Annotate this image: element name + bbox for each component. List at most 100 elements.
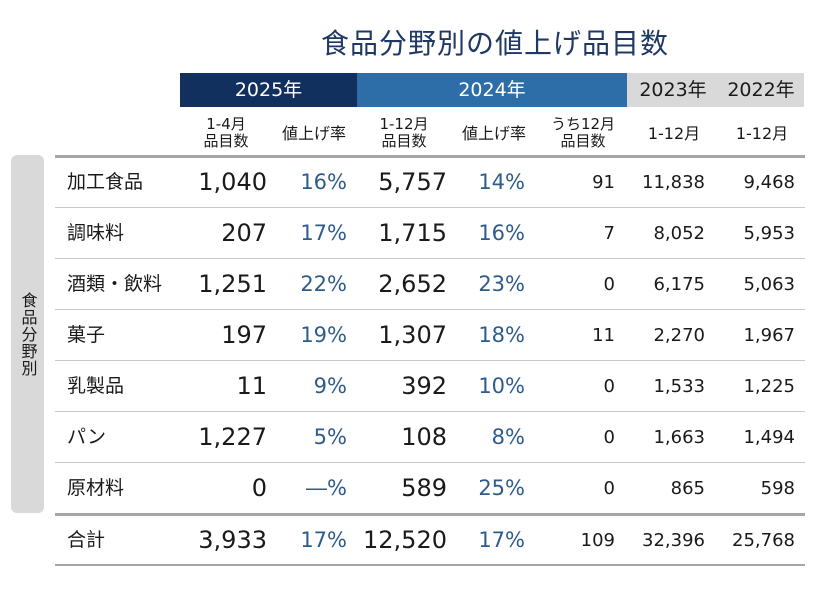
count-2024: 589: [401, 474, 447, 502]
count-2022: 598: [760, 478, 795, 499]
subheader-line: 1-12月: [379, 115, 429, 133]
count-2023: 32,396: [642, 530, 705, 551]
row-divider: [55, 360, 805, 361]
count-dec-2024: 0: [603, 427, 615, 448]
rate-2024: 18%: [478, 323, 525, 347]
total-rule: [55, 513, 805, 516]
count-2023: 1,533: [653, 376, 705, 397]
rate-2025: ―%: [306, 476, 347, 500]
row-label: 乳製品: [67, 375, 125, 397]
count-dec-2024: 11: [592, 325, 615, 346]
count-2025: 3,933: [198, 526, 267, 554]
subheader-line: 品目数: [203, 132, 249, 150]
side-label-text: 食品分野別: [18, 291, 38, 377]
row-label: パン: [67, 426, 106, 448]
rate-2025: 19%: [300, 323, 347, 347]
row-divider: [55, 258, 805, 259]
rate-2024: 14%: [478, 170, 525, 194]
count-2022: 1,225: [743, 376, 795, 397]
count-2023: 11,838: [642, 172, 705, 193]
table-row: 調味料 207 17% 1,715 16% 7 8,052 5,953: [55, 208, 805, 259]
category-side-label: 食品分野別: [11, 155, 44, 513]
count-2025: 197: [221, 321, 267, 349]
subheader-line: 1-12月: [735, 123, 789, 143]
rate-2024: 10%: [478, 374, 525, 398]
count-2023: 8,052: [653, 223, 705, 244]
subheader-line: 品目数: [381, 132, 427, 150]
rate-2025: 17%: [300, 221, 347, 245]
count-2024: 1,715: [378, 219, 447, 247]
rate-2025: 5%: [313, 425, 347, 449]
header-rule: [55, 155, 805, 158]
rate-2024: 17%: [478, 528, 525, 552]
rate-2025: 22%: [300, 272, 347, 296]
subheader-line: 1-4月: [206, 115, 246, 133]
bottom-rule: [55, 564, 805, 566]
count-2023: 2,270: [653, 325, 705, 346]
row-divider: [55, 411, 805, 412]
count-2023: 865: [670, 478, 705, 499]
count-2022: 9,468: [743, 172, 795, 193]
table-row: 原材料 0 ―% 589 25% 0 865 598: [55, 463, 805, 514]
rate-2024: 8%: [491, 425, 525, 449]
table-row: 酒類・飲料 1,251 22% 2,652 23% 0 6,175 5,063: [55, 259, 805, 310]
row-label: 調味料: [67, 222, 125, 244]
count-2025: 1,251: [198, 270, 267, 298]
subheader-2025-count: 1-4月 品目数: [188, 112, 264, 154]
count-2022: 5,953: [743, 223, 795, 244]
count-dec-2024: 0: [603, 376, 615, 397]
subheader-2022: 1-12月: [722, 112, 802, 154]
rate-2025: 16%: [300, 170, 347, 194]
row-divider: [55, 462, 805, 463]
count-2024: 108: [401, 423, 447, 451]
year-header-2023-2022: 2023年 2022年: [627, 73, 804, 107]
count-2025: 1,040: [198, 168, 267, 196]
count-2024: 5,757: [378, 168, 447, 196]
count-2025: 11: [236, 372, 267, 400]
row-label: 酒類・飲料: [67, 273, 163, 295]
table-row: 菓子 197 19% 1,307 18% 11 2,270 1,967: [55, 310, 805, 361]
rate-2024: 23%: [478, 272, 525, 296]
table-row: パン 1,227 5% 108 8% 0 1,663 1,494: [55, 412, 805, 463]
count-2023: 6,175: [653, 274, 705, 295]
table-row: 乳製品 11 9% 392 10% 0 1,533 1,225: [55, 361, 805, 412]
count-2024: 2,652: [378, 270, 447, 298]
subheader-2024-count: 1-12月 品目数: [366, 112, 442, 154]
count-dec-2024: 0: [603, 274, 615, 295]
count-2024: 392: [401, 372, 447, 400]
row-divider: [55, 309, 805, 310]
row-label: 菓子: [67, 324, 106, 346]
count-2024: 12,520: [363, 526, 447, 554]
count-dec-2024: 0: [603, 478, 615, 499]
count-2024: 1,307: [378, 321, 447, 349]
subheader-line: 値上げ率: [461, 123, 526, 143]
count-dec-2024: 91: [592, 172, 615, 193]
rate-2024: 16%: [478, 221, 525, 245]
count-2022: 1,494: [743, 427, 795, 448]
count-2022: 5,063: [743, 274, 795, 295]
rate-2025: 9%: [313, 374, 347, 398]
row-divider: [55, 207, 805, 208]
subheader-line: 品目数: [560, 132, 606, 150]
count-2022: 25,768: [732, 530, 795, 551]
page-title: 食品分野別の値上げ品目数: [320, 27, 669, 60]
subheader-2023: 1-12月: [634, 112, 714, 154]
rate-2024: 25%: [478, 476, 525, 500]
subheader-2025-rate: 値上げ率: [272, 112, 356, 154]
year-header-2024: 2024年: [357, 73, 627, 107]
year-header-2025: 2025年: [180, 73, 357, 107]
row-label: 原材料: [67, 477, 125, 499]
count-dec-2024: 109: [580, 530, 615, 551]
count-2023: 1,663: [653, 427, 705, 448]
count-2025: 0: [251, 474, 267, 502]
row-label: 合計: [67, 529, 106, 551]
subheader-2024-december: うち12月 品目数: [540, 112, 626, 154]
year-header-2023: 2023年: [639, 79, 707, 101]
table-row-total: 合計 3,933 17% 12,520 17% 109 32,396 25,76…: [55, 515, 805, 566]
subheader-line: 値上げ率: [281, 123, 346, 143]
count-2025: 1,227: [198, 423, 267, 451]
count-2022: 1,967: [743, 325, 795, 346]
subheader-line: うち12月: [550, 115, 616, 133]
subheader-line: 1-12月: [647, 123, 701, 143]
count-dec-2024: 7: [603, 223, 615, 244]
